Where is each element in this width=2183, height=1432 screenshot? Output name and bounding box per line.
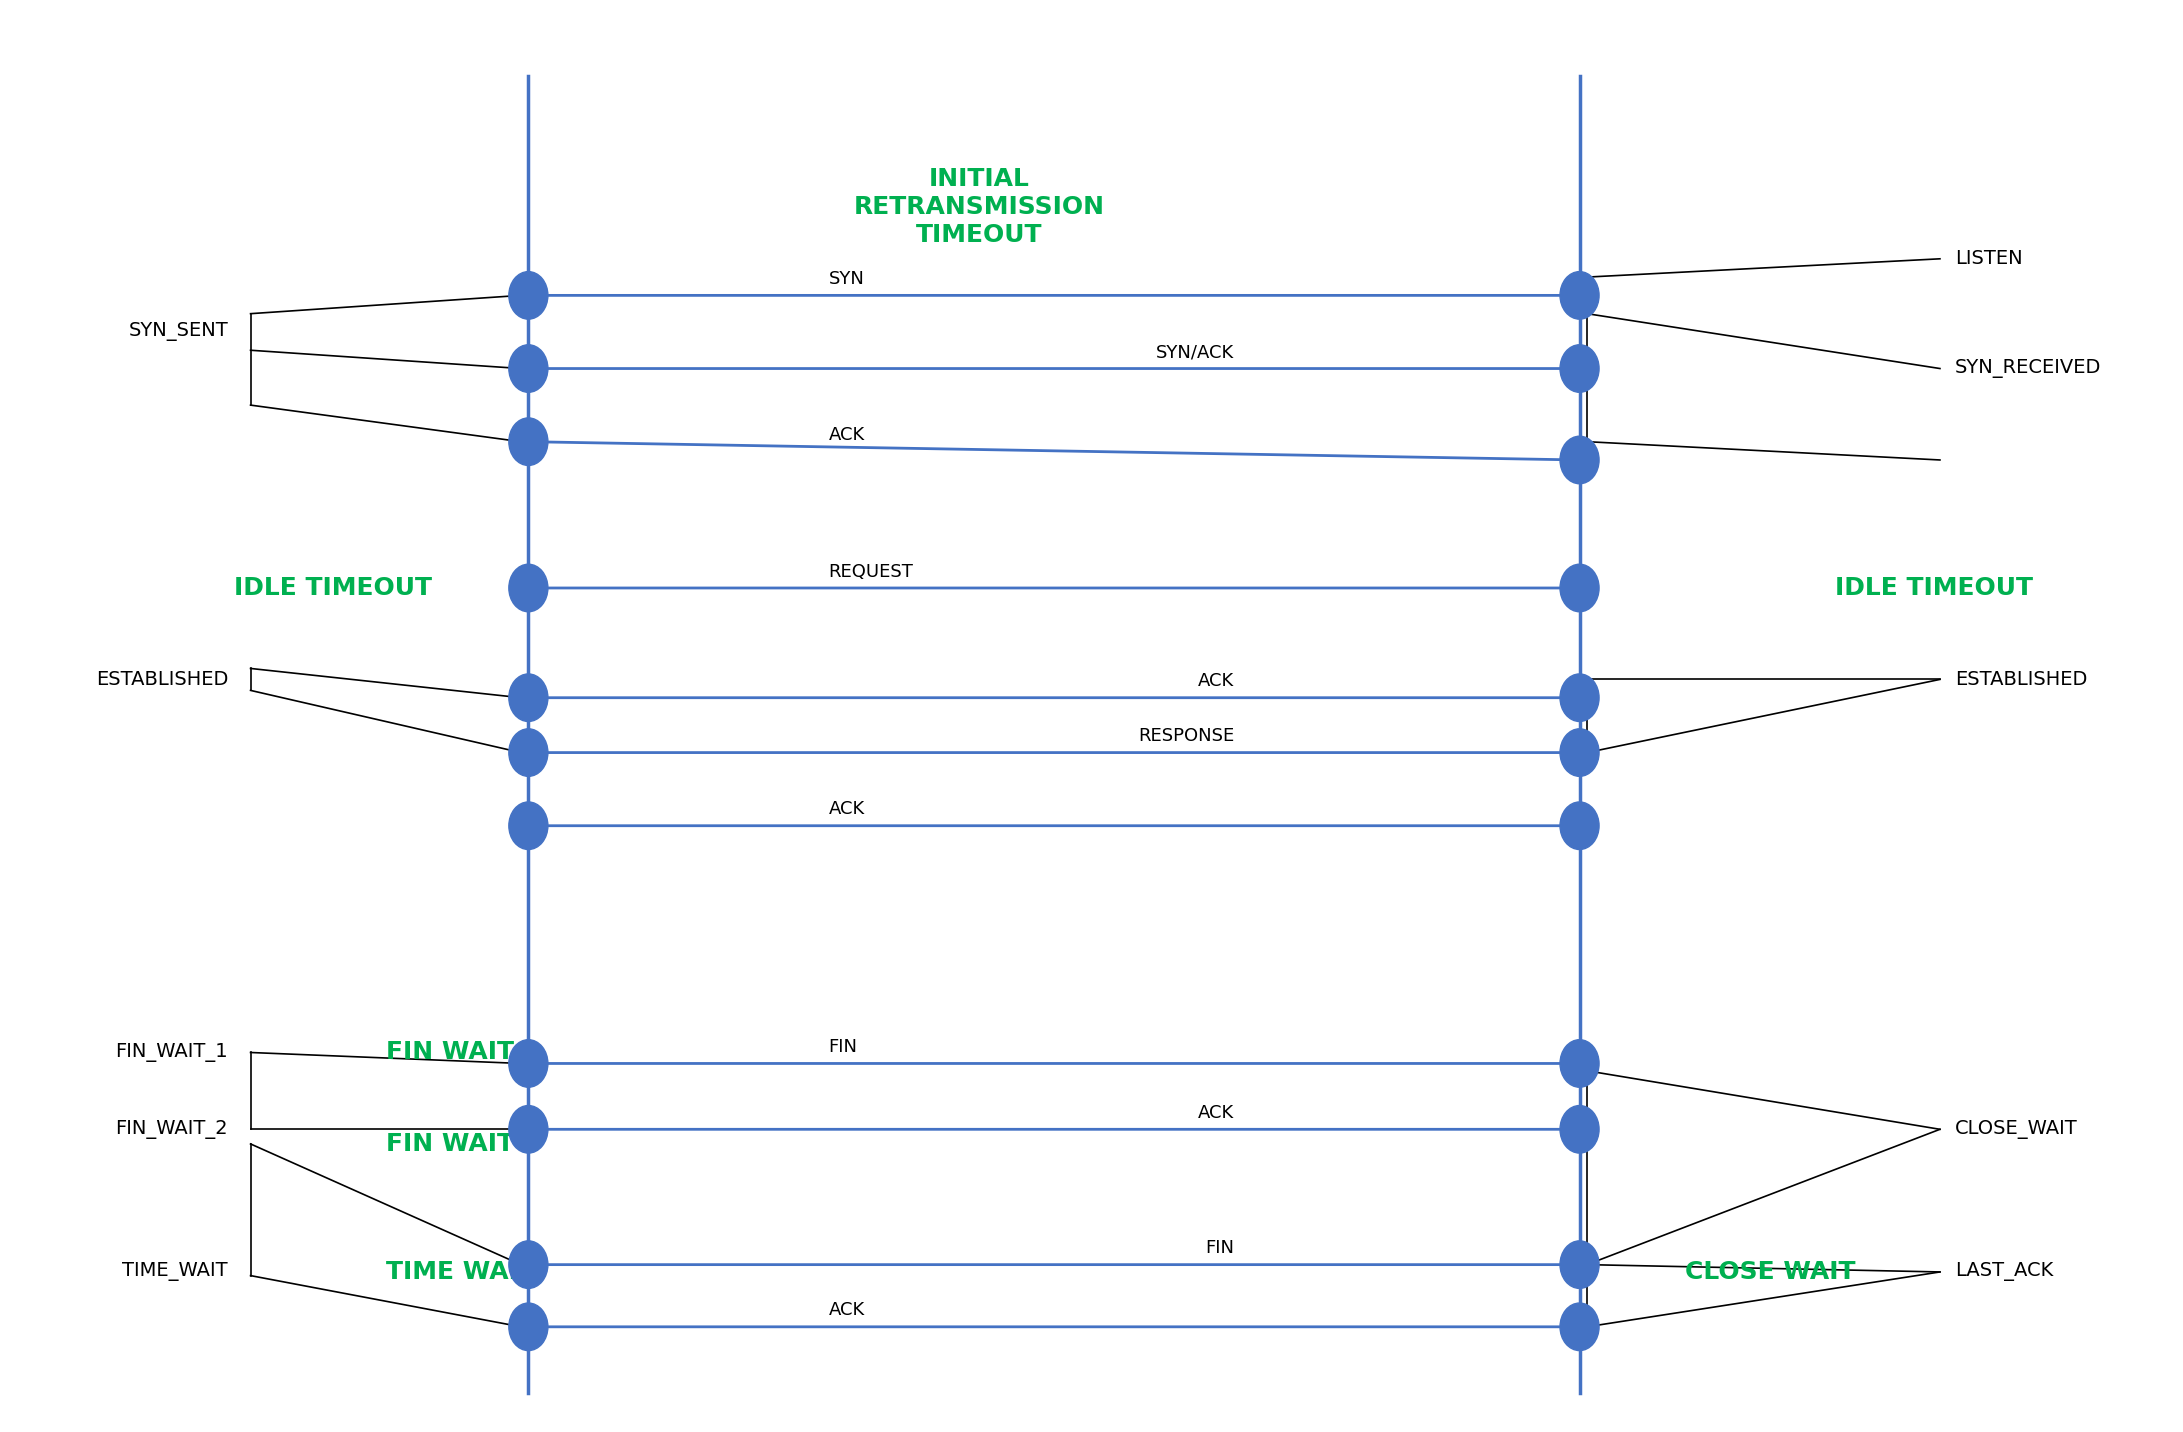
Text: FIN: FIN <box>830 1038 858 1057</box>
Ellipse shape <box>1561 564 1600 611</box>
Text: ACK: ACK <box>1198 1104 1233 1123</box>
Ellipse shape <box>509 1303 548 1350</box>
Text: LAST_ACK: LAST_ACK <box>1956 1263 2054 1282</box>
Text: ACK: ACK <box>830 425 864 444</box>
Text: SYN/ACK: SYN/ACK <box>1157 344 1233 361</box>
Text: FIN_WAIT_1: FIN_WAIT_1 <box>116 1042 227 1063</box>
Ellipse shape <box>509 674 548 722</box>
Text: FIN: FIN <box>1205 1239 1233 1257</box>
Ellipse shape <box>1561 674 1600 722</box>
Text: IDLE TIMEOUT: IDLE TIMEOUT <box>1836 576 2032 600</box>
Ellipse shape <box>509 1106 548 1153</box>
Ellipse shape <box>1561 802 1600 849</box>
Ellipse shape <box>1561 729 1600 776</box>
Text: SYN_RECEIVED: SYN_RECEIVED <box>1956 359 2102 378</box>
Text: ACK: ACK <box>1198 673 1233 690</box>
Text: FIN_WAIT_2: FIN_WAIT_2 <box>116 1120 227 1138</box>
Ellipse shape <box>1561 1303 1600 1350</box>
Text: ESTABLISHED: ESTABLISHED <box>1956 670 2087 689</box>
Text: ACK: ACK <box>830 800 864 819</box>
Ellipse shape <box>509 272 548 319</box>
Text: CLOSE_WAIT: CLOSE_WAIT <box>1956 1120 2078 1138</box>
Text: IDLE TIMEOUT: IDLE TIMEOUT <box>234 576 432 600</box>
Text: REQUEST: REQUEST <box>830 563 912 580</box>
Ellipse shape <box>1561 1106 1600 1153</box>
Ellipse shape <box>509 1040 548 1087</box>
Ellipse shape <box>1561 345 1600 392</box>
Ellipse shape <box>509 729 548 776</box>
Text: ESTABLISHED: ESTABLISHED <box>96 670 227 689</box>
Ellipse shape <box>1561 272 1600 319</box>
Text: INITIAL
RETRANSMISSION
TIMEOUT: INITIAL RETRANSMISSION TIMEOUT <box>854 168 1105 246</box>
Ellipse shape <box>509 418 548 465</box>
Text: FIN WAIT 1: FIN WAIT 1 <box>386 1041 539 1064</box>
Text: LISTEN: LISTEN <box>1956 249 2024 268</box>
Text: CLOSE WAIT: CLOSE WAIT <box>1685 1260 1856 1285</box>
Ellipse shape <box>509 564 548 611</box>
Ellipse shape <box>509 802 548 849</box>
Text: SYN: SYN <box>830 271 864 288</box>
Text: FIN WAIT 2: FIN WAIT 2 <box>386 1131 539 1156</box>
Text: TIME_WAIT: TIME_WAIT <box>122 1263 227 1282</box>
Ellipse shape <box>509 345 548 392</box>
Ellipse shape <box>1561 437 1600 484</box>
Text: ACK: ACK <box>830 1302 864 1319</box>
Ellipse shape <box>509 1242 548 1289</box>
Ellipse shape <box>1561 1242 1600 1289</box>
Text: TIME WAIT: TIME WAIT <box>386 1260 535 1285</box>
Ellipse shape <box>1561 1040 1600 1087</box>
Text: SYN_SENT: SYN_SENT <box>129 322 227 341</box>
Text: RESPONSE: RESPONSE <box>1137 727 1233 745</box>
